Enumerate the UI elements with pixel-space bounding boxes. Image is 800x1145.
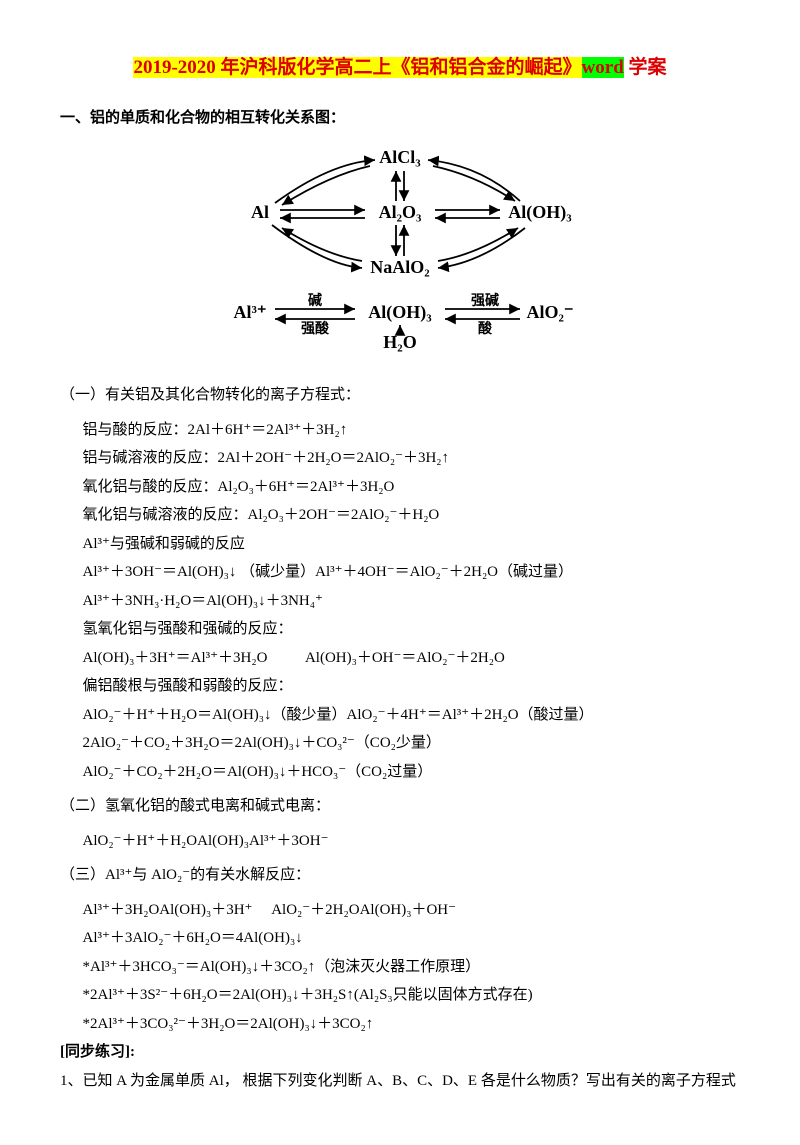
eq13a: Al³⁺＋3H₂OAl(OH)₃＋3H⁺ bbox=[83, 902, 253, 918]
node-al: Al bbox=[251, 202, 269, 222]
question-1: 1、已知 A 为金属单质 Al， 根据下列变化判断 A、B、C、D、E 各是什么… bbox=[60, 1067, 740, 1096]
title-highlight-2: word bbox=[582, 57, 624, 78]
section-1-heading: 一、铝的单质和化合物的相互转化关系图： bbox=[60, 104, 740, 133]
document-title: 2019-2020 年沪科版化学高二上《铝和铝合金的崛起》word 学案 bbox=[60, 50, 740, 86]
eq1: 2Al＋6H⁺＝2Al³⁺＋3H₂↑ bbox=[188, 422, 348, 438]
eq-row-2: 铝与碱溶液的反应：2Al＋2OH⁻＋2H₂O＝2AlO₂⁻＋3H₂↑ bbox=[83, 444, 741, 473]
eq-row-3: 氧化铝与酸的反应：Al₂O₃＋6H⁺＝2Al³⁺＋3H₂O bbox=[83, 473, 741, 502]
eq-row-9-label: 偏铝酸根与强酸和弱酸的反应： bbox=[83, 672, 741, 701]
eq-row-4: 氧化铝与碱溶液的反应：Al₂O₃＋2OH⁻＝2AlO₂⁻＋H₂O bbox=[83, 501, 741, 530]
eq-row-13: Al³⁺＋3H₂OAl(OH)₃＋3H⁺ AlO₂⁻＋2H₂OAl(OH)₃＋O… bbox=[83, 896, 741, 925]
eq-row-17: *2Al³⁺＋3CO₃²⁻＋3H₂O＝2Al(OH)₃↓＋3CO₂↑ bbox=[83, 1010, 741, 1039]
node-aloh3: Al(OH)₃ bbox=[508, 202, 572, 223]
label-qiangsuan: 强酸 bbox=[301, 320, 330, 337]
eq-row-7: Al³⁺＋3NH₃·H₂O＝Al(OH)₃↓＋3NH₄⁺ bbox=[83, 587, 741, 616]
eq-row-8: Al(OH)₃＋3H⁺＝Al³⁺＋3H₂O Al(OH)₃＋OH⁻＝AlO₂⁻＋… bbox=[83, 644, 741, 673]
eq4: Al₂O₃＋2OH⁻＝2AlO₂⁻＋H₂O bbox=[248, 507, 440, 523]
label-qiangjian: 强碱 bbox=[471, 292, 499, 309]
title-part-3: 学案 bbox=[624, 57, 667, 78]
q1-text: 1、已知 A 为金属单质 Al， 根据下列变化判断 A、B、C、D、E 各是什么… bbox=[60, 1067, 740, 1096]
node-al3plus: Al³⁺ bbox=[234, 302, 267, 322]
eq-row-6: Al³⁺＋3OH⁻＝Al(OH)₃↓ （碱少量）Al³⁺＋4OH⁻＝AlO₂⁻＋… bbox=[83, 558, 741, 587]
eq2: 2Al＋2OH⁻＋2H₂O＝2AlO₂⁻＋3H₂↑ bbox=[218, 450, 450, 466]
eq-row-11: AlO₂⁻＋CO₂＋2H₂O＝Al(OH)₃↓＋HCO₃⁻（CO₂过量） bbox=[83, 758, 741, 787]
eq6a: Al³⁺＋3OH⁻＝Al(OH)₃↓ （碱少量） bbox=[83, 564, 316, 580]
exercise-heading: [同步练习]: bbox=[60, 1038, 740, 1067]
eq8b: Al(OH)₃＋OH⁻＝AlO₂⁻＋2H₂O bbox=[305, 650, 505, 666]
eq4-label: 氧化铝与碱溶液的反应： bbox=[83, 507, 248, 523]
eq8a: Al(OH)₃＋3H⁺＝Al³⁺＋3H₂O bbox=[83, 650, 268, 666]
eq-row-5-label: Al³⁺与强碱和弱碱的反应 bbox=[83, 530, 741, 559]
eq9b: AlO₂⁻＋4H⁺＝Al³⁺＋2H₂O（酸过量） bbox=[347, 707, 594, 723]
label-suan: 酸 bbox=[478, 320, 493, 337]
label-jian: 碱 bbox=[308, 292, 322, 309]
subsection-1-title: （一）有关铝及其化合物转化的离子方程式： bbox=[60, 381, 740, 410]
eq-row-1: 铝与酸的反应：2Al＋6H⁺＝2Al³⁺＋3H₂↑ bbox=[83, 416, 741, 445]
eq9a: AlO₂⁻＋H⁺＋H₂O＝Al(OH)₃↓（酸少量） bbox=[83, 707, 347, 723]
eq-row-10: 2AlO₂⁻＋CO₂＋3H₂O＝2Al(OH)₃↓＋CO₃²⁻（CO₂少量） bbox=[83, 729, 741, 758]
eq-row-9: AlO₂⁻＋H⁺＋H₂O＝Al(OH)₃↓（酸少量）AlO₂⁻＋4H⁺＝Al³⁺… bbox=[83, 701, 741, 730]
eq-row-15: *Al³⁺＋3HCO₃⁻＝Al(OH)₃↓＋3CO₂↑（泡沫灭火器工作原理） bbox=[83, 953, 741, 982]
node-al2o3: Al₂O₃ bbox=[379, 202, 422, 222]
eq3: Al₂O₃＋6H⁺＝2Al³⁺＋3H₂O bbox=[218, 479, 395, 495]
node-alo2minus: AlO₂⁻ bbox=[527, 302, 574, 322]
eq-row-16: *2Al³⁺＋3S²⁻＋6H₂O＝2Al(OH)₃↓＋3H₂S↑(Al₂S₃只能… bbox=[83, 981, 741, 1010]
node-aloh3-bottom: Al(OH)₃ bbox=[368, 302, 432, 323]
conversion-diagram: AlCl₃ Al Al₂O₃ Al(OH)₃ NaAlO₂ Al³⁺ Al(OH… bbox=[60, 143, 740, 364]
subsection-3-title: （三）Al³⁺与 AlO₂⁻的有关水解反应： bbox=[60, 861, 740, 890]
eq-row-14: Al³⁺＋3AlO₂⁻＋6H₂O＝4Al(OH)₃↓ bbox=[83, 924, 741, 953]
eq1-label: 铝与酸的反应： bbox=[83, 422, 188, 438]
subsection-2-title: （二）氢氧化铝的酸式电离和碱式电离： bbox=[60, 792, 740, 821]
eq3-label: 氧化铝与酸的反应： bbox=[83, 479, 218, 495]
diagram-svg: AlCl₃ Al Al₂O₃ Al(OH)₃ NaAlO₂ Al³⁺ Al(OH… bbox=[190, 143, 610, 353]
eq13b: AlO₂⁻＋2H₂OAl(OH)₃＋OH⁻ bbox=[271, 902, 456, 918]
eq-row-8-label: 氢氧化铝与强酸和强碱的反应： bbox=[83, 615, 741, 644]
eq2-label: 铝与碱溶液的反应： bbox=[83, 450, 218, 466]
node-alcl3: AlCl₃ bbox=[379, 147, 421, 167]
node-naalo2: NaAlO₂ bbox=[370, 257, 429, 277]
eq6b: Al³⁺＋4OH⁻＝AlO₂⁻＋2H₂O（碱过量） bbox=[315, 564, 573, 580]
title-highlight-1: 2019-2020 年沪科版化学高二上《铝和铝合金的崛起》 bbox=[133, 57, 581, 78]
eq-row-12: AlO₂⁻＋H⁺＋H₂OAl(OH)₃Al³⁺＋3OH⁻ bbox=[83, 827, 741, 856]
